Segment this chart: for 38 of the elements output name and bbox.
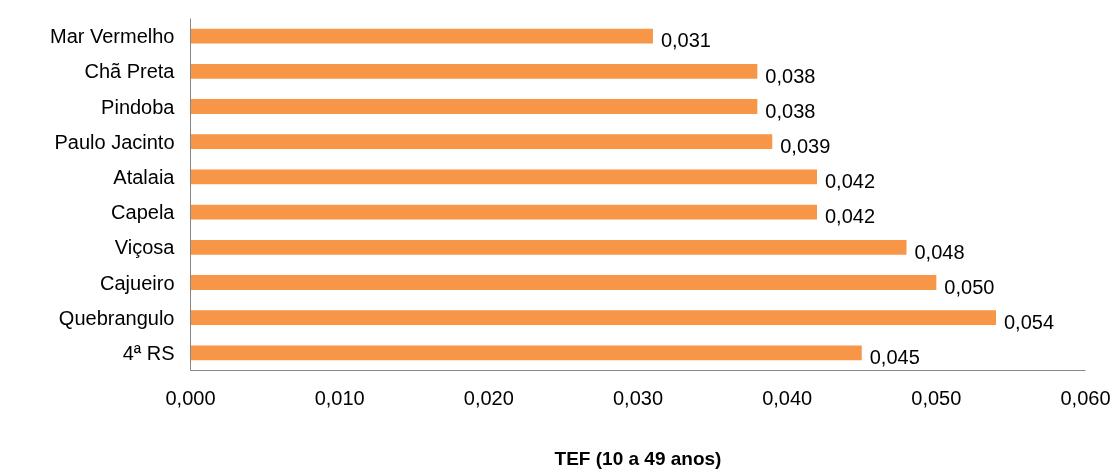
x-axis-title: TEF (10 a 49 anos) <box>554 447 722 469</box>
data-label: 0,042 <box>825 170 876 193</box>
x-tick-label: 0,020 <box>463 386 514 409</box>
x-tick-label: 0,000 <box>165 386 216 409</box>
y-tick-label: Mar Vermelho <box>50 25 175 48</box>
data-label: 0,050 <box>944 275 995 298</box>
data-label: 0,038 <box>765 99 816 122</box>
y-tick-label: Cajueiro <box>100 271 175 294</box>
x-tick-label: 0,040 <box>762 386 813 409</box>
x-tick-label: 0,050 <box>911 386 962 409</box>
bar <box>190 239 907 255</box>
y-tick-label: Pindoba <box>101 95 176 118</box>
data-label: 0,038 <box>765 64 816 87</box>
bar <box>190 204 817 220</box>
bar <box>190 275 937 290</box>
y-tick-label: Quebrangulo <box>58 306 175 329</box>
x-tick-label: 0,060 <box>1060 386 1111 409</box>
bar <box>190 345 862 361</box>
y-tick-label: 4ª RS <box>122 341 175 364</box>
x-tick-label: 0,030 <box>612 386 664 409</box>
y-tick-label: Paulo Jacinto <box>54 130 175 153</box>
data-label: 0,039 <box>780 134 831 157</box>
bar <box>190 134 773 150</box>
bar <box>190 63 758 79</box>
y-tick-label: Capela <box>111 201 176 224</box>
data-label: 0,042 <box>825 205 876 228</box>
bar <box>190 28 653 44</box>
data-label: 0,031 <box>660 29 711 52</box>
x-tick-label: 0,010 <box>314 386 365 409</box>
data-label: 0,045 <box>869 346 920 369</box>
bar <box>190 99 758 114</box>
data-label: 0,048 <box>914 240 965 263</box>
y-tick-label: Chã Preta <box>84 60 176 83</box>
bar <box>190 310 996 326</box>
bar <box>190 169 817 185</box>
y-tick-label: Viçosa <box>114 236 176 259</box>
y-tick-label: Atalaia <box>113 165 176 188</box>
data-label: 0,054 <box>1004 310 1055 333</box>
